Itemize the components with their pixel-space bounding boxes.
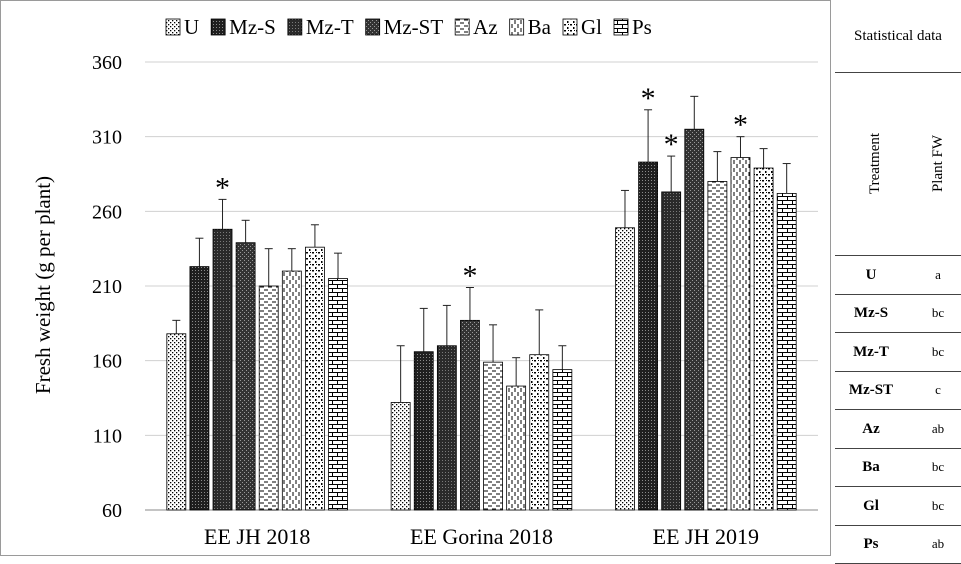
bar [212,228,233,511]
significance-marker: * [664,128,679,161]
legend-label: Mz-T [306,15,354,39]
legend-swatch [165,18,181,36]
treatment-name: Az [862,420,880,437]
significance-marker: * [733,109,748,142]
legend-label: Ps [632,15,652,39]
significance-marker: * [641,82,656,115]
stats-row: Mz-S bc [835,294,961,333]
bar-chart: 60 110 160 210 260 310 360 * EE JH 2018 * EE Gorin… [0,0,831,556]
legend-swatch [365,18,381,36]
bar [661,191,682,511]
x-category-label: EE JH 2018 [204,524,310,549]
legend-swatch [509,18,525,36]
legend-label: Ba [528,15,552,39]
bar [552,369,573,511]
y-tick-label: 360 [92,52,122,74]
bar [235,242,256,511]
plant-fw-group: bc [931,498,945,513]
y-tick-label: 260 [92,201,122,223]
y-tick-label: 310 [92,127,122,149]
bar [328,278,348,511]
bar [684,128,705,511]
x-category-label: EE Gorina 2018 [410,524,553,549]
bar [776,193,797,511]
treatment-name: Gl [863,497,879,514]
bar [529,354,550,511]
legend-label: Mz-S [229,15,276,39]
treatment-name: Ba [862,458,880,475]
legend-swatch [454,18,470,36]
treatment-column-header: Treatment [867,132,884,195]
legend-swatch [613,18,629,36]
legend-label: Mz-ST [384,15,444,39]
stats-header: Treatment Plant FW [835,72,961,256]
bar [166,333,187,511]
plant-fw-group: c [935,382,941,397]
y-tick-label: 210 [92,276,122,298]
bar [189,266,210,511]
treatment-name: Mz-S [853,304,889,321]
bar [483,361,503,511]
bar [305,246,325,511]
y-tick-label: 110 [93,425,122,447]
y-tick-label: 60 [102,500,122,522]
bar [390,402,411,511]
plant-fw-group: ab [931,536,945,551]
chart-area: 60 110 160 210 260 310 360 * EE JH 2018 * EE Gorin… [0,0,831,556]
legend-swatch [562,18,578,36]
treatment-name: Mz-ST [848,381,894,398]
plant-fw-group: bc [931,459,945,474]
stats-row: Az ab [835,410,961,449]
bar [413,351,434,511]
plant-fw-column-header: Plant FW [930,134,947,193]
stats-row: Ba bc [835,448,961,487]
bar [281,270,302,511]
bar [730,157,751,511]
bar [615,227,635,511]
bar [258,285,279,511]
treatment-name: Ps [863,535,879,552]
legend-label: U [184,15,199,39]
stats-title: Statistical data [835,0,961,73]
stats-row: Ps ab [835,525,961,564]
legend-label: Az [473,15,498,39]
stats-row: Gl bc [835,487,961,526]
treatment-name: Mz-T [853,343,889,360]
bar [638,161,658,511]
stats-row: Mz-ST c [835,371,961,410]
legend-label: Gl [581,15,602,39]
plant-fw-group: bc [931,305,945,320]
treatment-header-cell: Treatment [851,72,901,255]
significance-marker: * [462,259,477,292]
y-tick-label: 160 [92,351,122,373]
plant-fw-group: a [935,267,941,282]
y-axis-title: Fresh weight (g per plant) [31,176,55,394]
stats-row: Mz-T bc [835,333,961,372]
legend-swatch [287,18,303,36]
bar [753,167,774,511]
bar [506,385,527,511]
treatment-name: U [865,266,877,283]
x-category-label: EE JH 2019 [653,524,759,549]
plant-fw-header-cell: Plant FW [917,72,961,255]
bar [707,181,728,511]
legend-swatch [210,18,226,36]
plant-fw-group: ab [931,421,945,436]
significance-marker: * [215,171,230,204]
bar [436,345,457,511]
plant-fw-group: bc [931,344,945,359]
bar [460,319,480,511]
